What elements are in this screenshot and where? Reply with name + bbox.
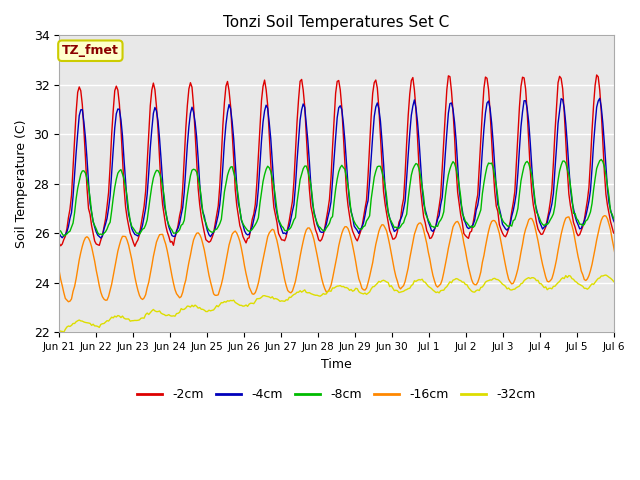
-8cm bbox=[566, 182, 574, 188]
-16cm bbox=[637, 212, 640, 217]
-32cm bbox=[361, 290, 369, 296]
Line: -2cm: -2cm bbox=[59, 72, 640, 246]
Text: TZ_fmet: TZ_fmet bbox=[62, 44, 119, 57]
-2cm bbox=[361, 206, 369, 212]
-8cm bbox=[60, 233, 68, 239]
-16cm bbox=[566, 218, 574, 224]
X-axis label: Time: Time bbox=[321, 358, 352, 371]
-4cm bbox=[97, 235, 105, 241]
-4cm bbox=[479, 148, 486, 154]
-16cm bbox=[361, 287, 369, 293]
Legend: -2cm, -4cm, -8cm, -16cm, -32cm: -2cm, -4cm, -8cm, -16cm, -32cm bbox=[132, 383, 541, 406]
-2cm bbox=[479, 109, 486, 115]
Y-axis label: Soil Temperature (C): Soil Temperature (C) bbox=[15, 120, 28, 248]
-2cm bbox=[76, 84, 83, 90]
-4cm bbox=[361, 213, 369, 218]
-16cm bbox=[77, 250, 84, 255]
-8cm bbox=[55, 227, 63, 233]
-32cm bbox=[479, 284, 486, 290]
-16cm bbox=[479, 260, 486, 265]
-16cm bbox=[55, 268, 63, 274]
-8cm bbox=[95, 232, 103, 238]
-2cm bbox=[566, 203, 574, 208]
-16cm bbox=[65, 299, 72, 305]
-8cm bbox=[361, 223, 369, 228]
-32cm bbox=[60, 329, 68, 335]
-2cm bbox=[131, 243, 139, 249]
-32cm bbox=[77, 318, 84, 324]
Title: Tonzi Soil Temperatures Set C: Tonzi Soil Temperatures Set C bbox=[223, 15, 449, 30]
-4cm bbox=[94, 232, 102, 238]
-32cm bbox=[55, 328, 63, 334]
-4cm bbox=[76, 113, 83, 119]
-2cm bbox=[55, 240, 63, 246]
-8cm bbox=[634, 156, 640, 162]
-2cm bbox=[630, 69, 637, 74]
Line: -32cm: -32cm bbox=[59, 274, 640, 332]
Line: -16cm: -16cm bbox=[59, 215, 640, 302]
-8cm bbox=[479, 191, 486, 197]
-2cm bbox=[94, 242, 102, 248]
-32cm bbox=[634, 271, 640, 276]
Line: -8cm: -8cm bbox=[59, 159, 640, 236]
-16cm bbox=[95, 283, 103, 288]
-8cm bbox=[77, 171, 84, 177]
-4cm bbox=[566, 185, 574, 191]
Line: -4cm: -4cm bbox=[59, 98, 640, 238]
-32cm bbox=[95, 324, 103, 330]
-4cm bbox=[55, 230, 63, 236]
-32cm bbox=[566, 273, 574, 279]
-4cm bbox=[632, 95, 639, 101]
